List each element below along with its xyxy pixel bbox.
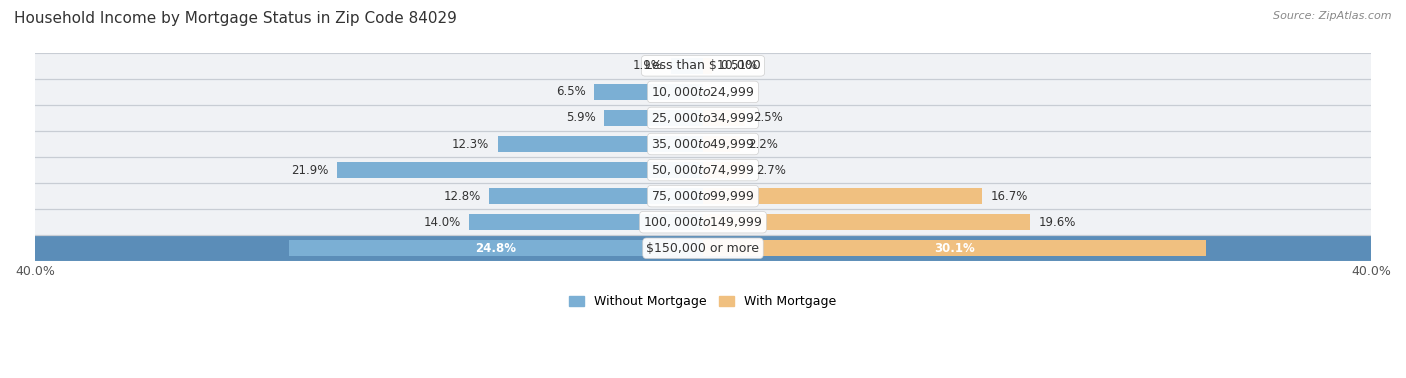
Bar (35, 105, 1371, 131)
Text: 12.8%: 12.8% (444, 190, 481, 203)
Bar (35, 183, 1371, 209)
Bar (35, 79, 1371, 105)
Bar (288, 240, 703, 256)
Text: 24.8%: 24.8% (475, 242, 516, 255)
Text: Source: ZipAtlas.com: Source: ZipAtlas.com (1274, 11, 1392, 21)
Bar (35, 157, 1371, 183)
Bar (35, 209, 1371, 235)
Bar (703, 214, 1031, 230)
Bar (703, 240, 1206, 256)
Bar (703, 162, 748, 178)
Legend: Without Mortgage, With Mortgage: Without Mortgage, With Mortgage (564, 290, 842, 313)
Bar (498, 136, 703, 152)
Text: 6.5%: 6.5% (557, 85, 586, 98)
Text: 19.6%: 19.6% (1039, 216, 1076, 229)
Bar (35, 53, 1371, 79)
Bar (703, 136, 740, 152)
Bar (595, 84, 703, 100)
Bar (35, 235, 1371, 261)
Bar (605, 110, 703, 126)
Text: $100,000 to $149,999: $100,000 to $149,999 (644, 215, 762, 229)
Text: 0.51%: 0.51% (720, 59, 756, 72)
Text: 21.9%: 21.9% (291, 164, 329, 177)
Text: 2.7%: 2.7% (756, 164, 786, 177)
Text: 1.9%: 1.9% (633, 59, 662, 72)
Bar (337, 162, 703, 178)
Text: $75,000 to $99,999: $75,000 to $99,999 (651, 189, 755, 203)
Bar (671, 58, 703, 74)
Text: 14.0%: 14.0% (423, 216, 461, 229)
Text: $35,000 to $49,999: $35,000 to $49,999 (651, 137, 755, 151)
Bar (703, 58, 711, 74)
Text: $50,000 to $74,999: $50,000 to $74,999 (651, 163, 755, 177)
Text: Household Income by Mortgage Status in Zip Code 84029: Household Income by Mortgage Status in Z… (14, 11, 457, 26)
Bar (703, 110, 745, 126)
Text: 2.5%: 2.5% (754, 112, 783, 124)
Text: Less than $10,000: Less than $10,000 (645, 59, 761, 72)
Text: 16.7%: 16.7% (990, 190, 1028, 203)
Text: $25,000 to $34,999: $25,000 to $34,999 (651, 111, 755, 125)
Bar (470, 214, 703, 230)
Bar (489, 188, 703, 204)
Text: 30.1%: 30.1% (934, 242, 974, 255)
Bar (703, 188, 981, 204)
Text: $150,000 or more: $150,000 or more (647, 242, 759, 255)
Text: $10,000 to $24,999: $10,000 to $24,999 (651, 85, 755, 99)
Bar (35, 131, 1371, 157)
Text: 12.3%: 12.3% (451, 138, 489, 150)
Text: 2.2%: 2.2% (748, 138, 778, 150)
Text: 5.9%: 5.9% (567, 112, 596, 124)
